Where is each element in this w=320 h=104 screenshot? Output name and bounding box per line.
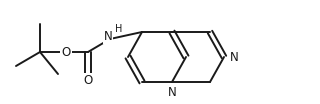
Text: N: N <box>168 85 176 98</box>
Text: O: O <box>84 74 92 87</box>
Text: O: O <box>61 46 71 58</box>
Text: H: H <box>115 24 123 34</box>
Text: N: N <box>104 30 112 43</box>
Text: N: N <box>230 51 238 64</box>
